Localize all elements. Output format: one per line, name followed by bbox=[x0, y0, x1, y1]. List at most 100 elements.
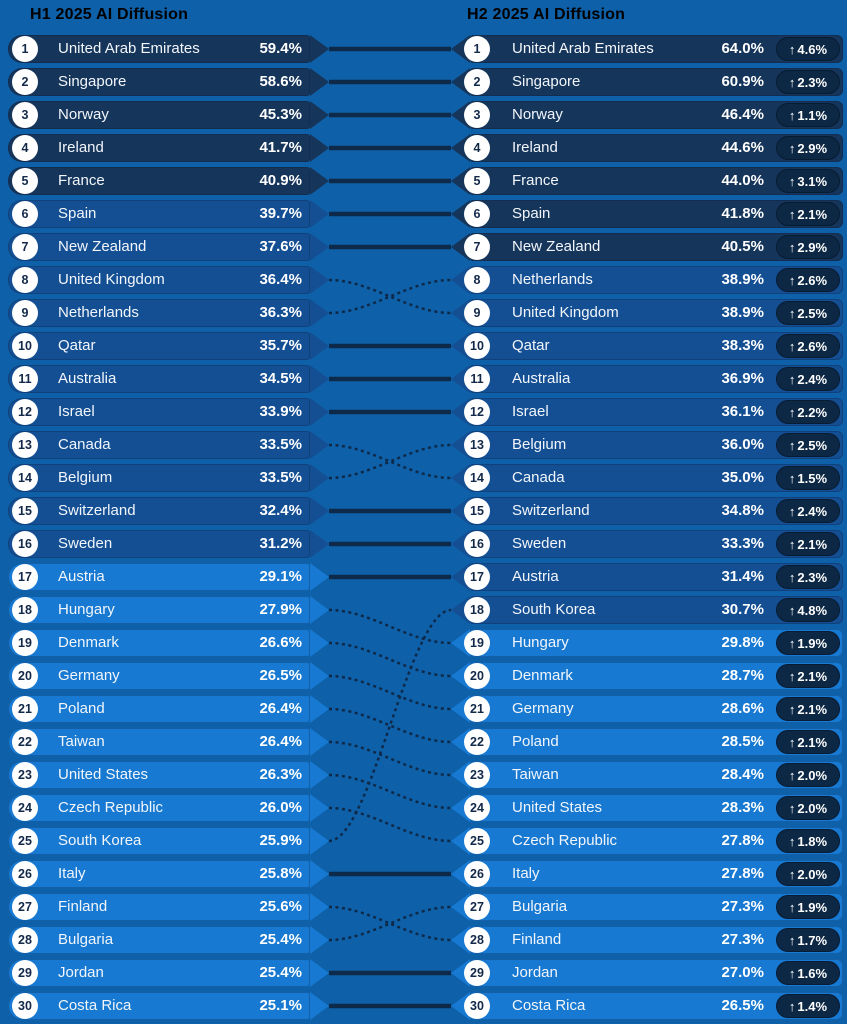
delta-value-label: 2.1% bbox=[797, 536, 828, 552]
value-label: 27.9% bbox=[259, 601, 302, 618]
h1-rank-row: 23 United States 26.3% bbox=[8, 761, 329, 789]
row-tip-shape bbox=[310, 530, 329, 558]
rank-badge: 7 bbox=[12, 234, 38, 260]
rank-badge: 6 bbox=[464, 201, 490, 227]
row-tip-shape bbox=[310, 167, 329, 195]
delta-badge: ↑ 2.5% bbox=[776, 433, 840, 457]
rank-badge: 10 bbox=[464, 333, 490, 359]
rank-badge: 8 bbox=[464, 267, 490, 293]
h1-rank-row: 3 Norway 45.3% bbox=[8, 101, 329, 129]
h2-rank-row: 24 United States 28.3% ↑ 2.0% bbox=[451, 794, 843, 822]
rank-badge: 13 bbox=[464, 432, 490, 458]
row-tip-shape bbox=[310, 266, 329, 294]
up-arrow-icon: ↑ bbox=[788, 206, 796, 222]
country-label: United States bbox=[58, 766, 149, 783]
value-label: 25.1% bbox=[259, 997, 302, 1014]
delta-value-label: 2.3% bbox=[797, 569, 828, 585]
country-label: Austria bbox=[58, 568, 105, 585]
country-label: Spain bbox=[58, 205, 97, 222]
row-tip-shape bbox=[310, 761, 329, 789]
country-label: Czech Republic bbox=[512, 832, 618, 849]
up-arrow-icon: ↑ bbox=[788, 833, 796, 849]
value-label: 26.5% bbox=[259, 667, 302, 684]
value-label: 28.7% bbox=[721, 667, 764, 684]
up-arrow-icon: ↑ bbox=[788, 371, 796, 387]
delta-badge: ↑ 2.0% bbox=[776, 796, 840, 820]
rank-badge: 11 bbox=[464, 366, 490, 392]
value-label: 40.5% bbox=[721, 238, 764, 255]
row-tip-shape bbox=[310, 563, 329, 591]
delta-value-label: 2.0% bbox=[797, 767, 828, 783]
country-label: Jordan bbox=[512, 964, 558, 981]
up-arrow-icon: ↑ bbox=[788, 734, 796, 750]
delta-badge: ↑ 2.1% bbox=[776, 697, 840, 721]
delta-value-label: 3.1% bbox=[797, 173, 828, 189]
rank-connector-line bbox=[328, 641, 452, 678]
up-arrow-icon: ↑ bbox=[788, 701, 796, 717]
country-label: Hungary bbox=[512, 634, 569, 651]
delta-badge: ↑ 2.2% bbox=[776, 400, 840, 424]
delta-badge: ↑ 2.0% bbox=[776, 763, 840, 787]
rank-badge: 17 bbox=[464, 564, 490, 590]
value-label: 35.7% bbox=[259, 337, 302, 354]
country-label: United Arab Emirates bbox=[512, 40, 654, 57]
delta-badge: ↑ 1.7% bbox=[776, 928, 840, 952]
value-label: 28.6% bbox=[721, 700, 764, 717]
delta-badge: ↑ 2.9% bbox=[776, 136, 840, 160]
h2-rank-row: 14 Canada 35.0% ↑ 1.5% bbox=[451, 464, 843, 492]
h2-rank-row: 20 Denmark 28.7% ↑ 2.1% bbox=[451, 662, 843, 690]
country-label: Bulgaria bbox=[58, 931, 114, 948]
country-label: Sweden bbox=[58, 535, 113, 552]
h2-rank-row: 4 Ireland 44.6% ↑ 2.9% bbox=[451, 134, 843, 162]
country-label: Taiwan bbox=[58, 733, 105, 750]
delta-badge: ↑ 2.0% bbox=[776, 862, 840, 886]
value-label: 25.6% bbox=[259, 898, 302, 915]
h2-rank-row: 10 Qatar 38.3% ↑ 2.6% bbox=[451, 332, 843, 360]
rank-badge: 3 bbox=[464, 102, 490, 128]
delta-badge: ↑ 1.9% bbox=[776, 895, 840, 919]
rank-connector-line bbox=[328, 905, 452, 942]
rank-connector-line bbox=[328, 740, 452, 777]
rank-badge: 2 bbox=[12, 69, 38, 95]
delta-value-label: 2.9% bbox=[797, 140, 828, 156]
up-arrow-icon: ↑ bbox=[788, 173, 796, 189]
delta-value-label: 1.5% bbox=[797, 470, 828, 486]
country-label: Poland bbox=[512, 733, 559, 750]
delta-badge: ↑ 2.1% bbox=[776, 730, 840, 754]
rank-badge: 18 bbox=[12, 597, 38, 623]
value-label: 58.6% bbox=[259, 73, 302, 90]
value-label: 26.4% bbox=[259, 733, 302, 750]
value-label: 46.4% bbox=[721, 106, 764, 123]
value-label: 27.8% bbox=[721, 865, 764, 882]
h2-rank-row: 25 Czech Republic 27.8% ↑ 1.8% bbox=[451, 827, 843, 855]
row-tip-shape bbox=[310, 101, 329, 129]
h2-rank-row: 18 South Korea 30.7% ↑ 4.8% bbox=[451, 596, 843, 624]
h1-rank-row: 24 Czech Republic 26.0% bbox=[8, 794, 329, 822]
delta-badge: ↑ 2.1% bbox=[776, 532, 840, 556]
row-tip-shape bbox=[310, 497, 329, 525]
delta-value-label: 2.6% bbox=[797, 272, 828, 288]
rank-badge: 14 bbox=[12, 465, 38, 491]
country-label: Netherlands bbox=[58, 304, 139, 321]
up-arrow-icon: ↑ bbox=[788, 470, 796, 486]
h1-rank-row: 30 Costa Rica 25.1% bbox=[8, 992, 329, 1020]
country-label: United Arab Emirates bbox=[58, 40, 200, 57]
h1-rank-row: 7 New Zealand 37.6% bbox=[8, 233, 329, 261]
country-label: Israel bbox=[58, 403, 95, 420]
rank-connector-line bbox=[328, 608, 452, 843]
rank-badge: 8 bbox=[12, 267, 38, 293]
delta-value-label: 2.1% bbox=[797, 668, 828, 684]
country-label: Taiwan bbox=[512, 766, 559, 783]
country-label: Ireland bbox=[512, 139, 558, 156]
delta-value-label: 2.6% bbox=[797, 338, 828, 354]
rank-connector-line bbox=[328, 443, 452, 480]
rank-connector-line bbox=[328, 773, 452, 810]
row-tip-shape bbox=[310, 299, 329, 327]
h2-rank-row: 12 Israel 36.1% ↑ 2.2% bbox=[451, 398, 843, 426]
value-label: 31.2% bbox=[259, 535, 302, 552]
rank-badge: 28 bbox=[12, 927, 38, 953]
delta-value-label: 2.0% bbox=[797, 800, 828, 816]
country-label: United Kingdom bbox=[512, 304, 619, 321]
value-label: 59.4% bbox=[259, 40, 302, 57]
delta-badge: ↑ 2.1% bbox=[776, 664, 840, 688]
